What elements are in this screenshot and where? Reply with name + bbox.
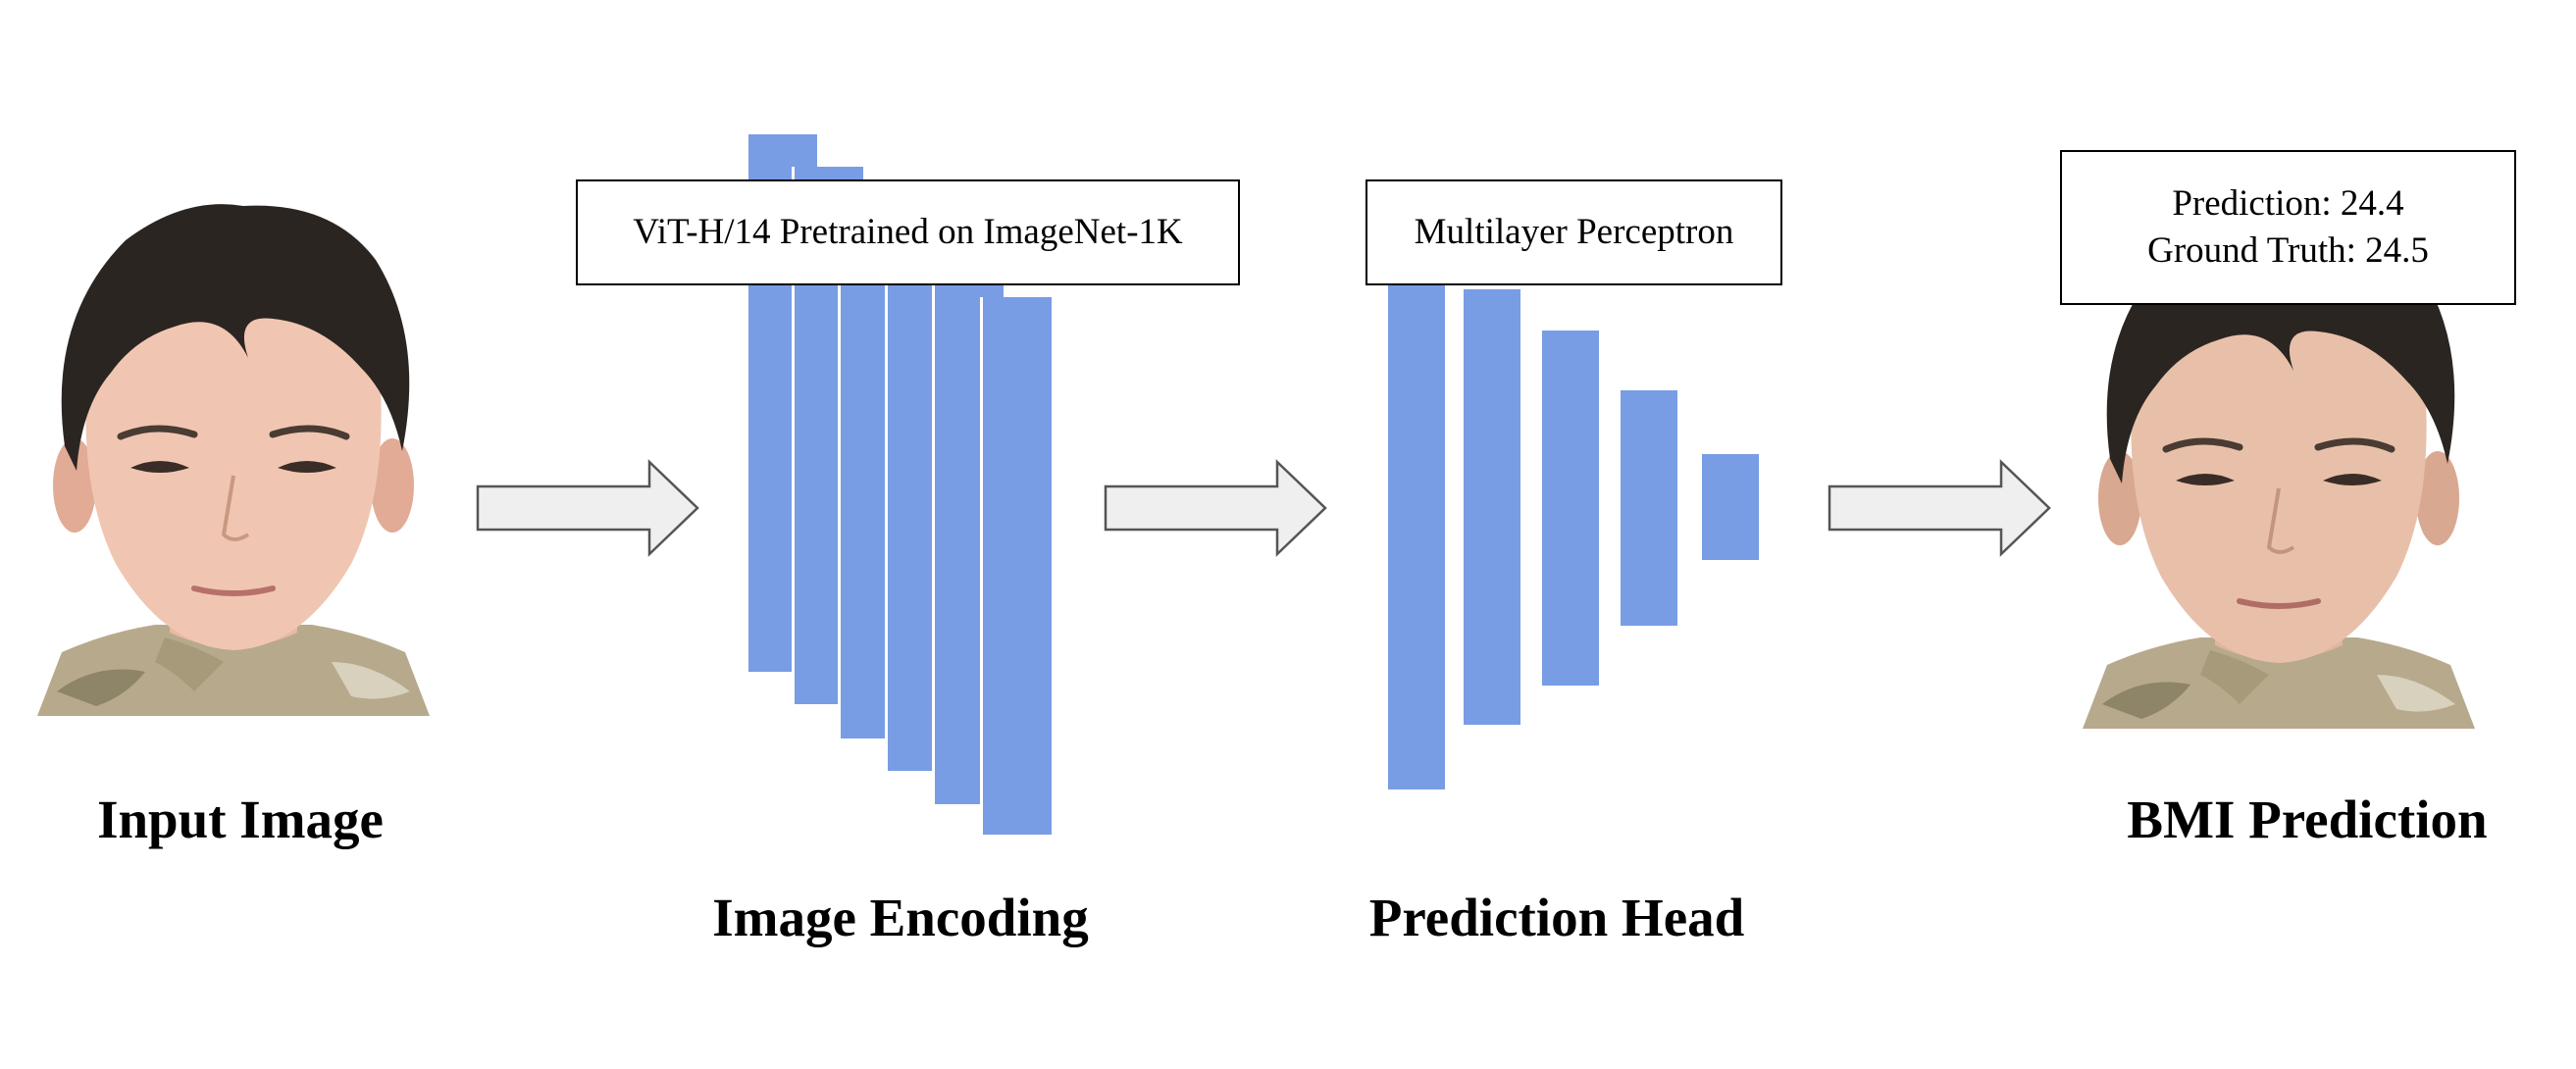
result-box: Prediction: 24.4 Ground Truth: 24.5 [2060, 150, 2516, 305]
image-encoding-title: Image Encoding [712, 888, 1089, 947]
encoder-layer [983, 297, 1052, 835]
input-face-image [37, 201, 430, 716]
right-arrow-icon [1828, 459, 2053, 562]
prediction-head-title: Prediction Head [1368, 888, 1745, 947]
mlp-label: Multilayer Perceptron [1414, 211, 1734, 252]
input-image-title: Input Image [97, 789, 384, 849]
right-arrow-icon [1104, 459, 1329, 562]
bmi-prediction-title: BMI Prediction [2127, 789, 2488, 849]
mlp-layer [1542, 331, 1599, 686]
encoder-label: ViT-H/14 Pretrained on ImageNet-1K [633, 211, 1183, 252]
mlp-layer [1702, 454, 1759, 560]
mlp-layer [1388, 280, 1445, 789]
right-arrow-icon [476, 459, 701, 562]
ground-truth-value: Ground Truth: 24.5 [2147, 230, 2429, 271]
mlp-label-box: Multilayer Perceptron [1365, 179, 1782, 285]
mlp-layer [1621, 390, 1677, 626]
encoder-label-box: ViT-H/14 Pretrained on ImageNet-1K [576, 179, 1240, 285]
mlp-layer [1464, 289, 1520, 725]
prediction-value: Prediction: 24.4 [2172, 182, 2404, 224]
